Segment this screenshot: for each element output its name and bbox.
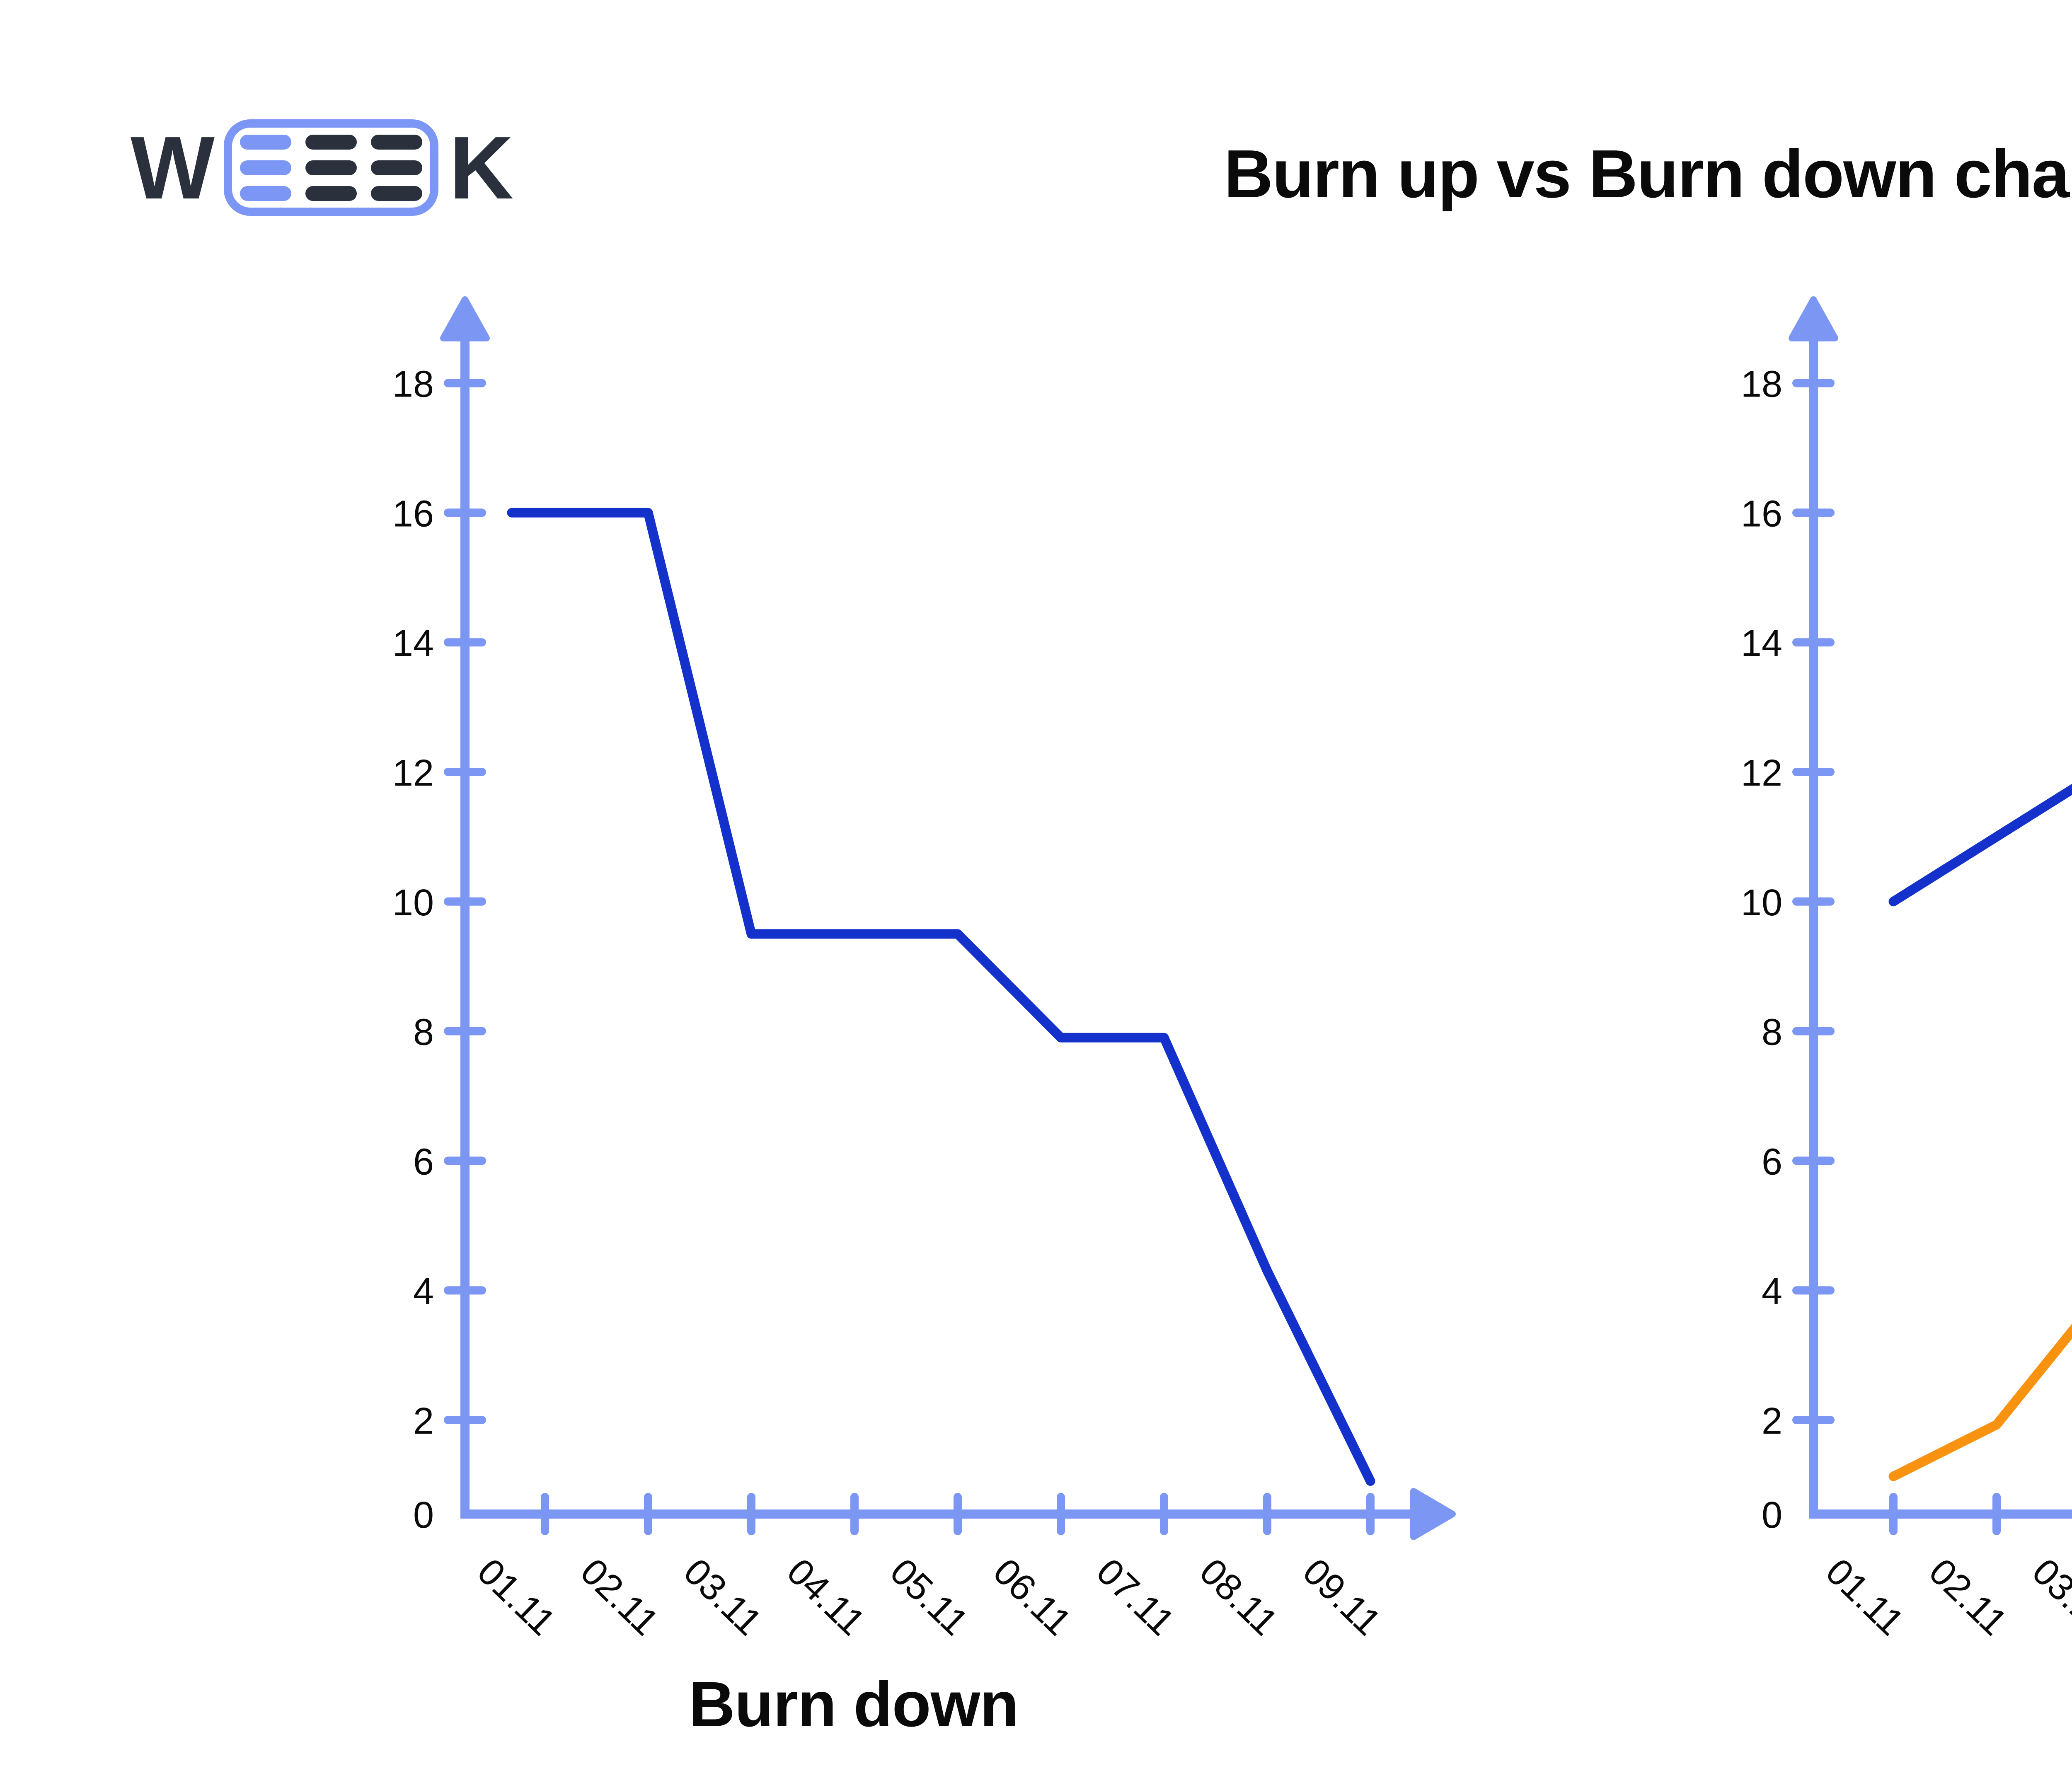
chart-burn-down: 0 2 4 6 8 10 12 14 16 18 01.11 02.11 03.11 04.11 05.11… [392, 296, 1456, 1643]
burn-down-y-tick-label-12: 12 [392, 752, 434, 794]
burn-down-y-tick-label-18: 18 [392, 364, 434, 405]
burn-down-x-axis-arrowhead-icon [1410, 1488, 1456, 1540]
burn-down-x-tick-label-01.11: 01.11 [470, 1551, 564, 1643]
burn-down-x-tick-label-03.11: 03.11 [676, 1551, 770, 1643]
logo-grid-pill [240, 160, 291, 175]
chart-caption-burn-down: Burn down [689, 1669, 1019, 1740]
burn-down-x-tick-label-08.11: 08.11 [1192, 1551, 1286, 1643]
burn-up-y-tick-label-18: 18 [1741, 364, 1782, 405]
burn-down-y-tick-label-0: 0 [413, 1495, 434, 1536]
page-title: Burn up vs Burn down chart [1224, 136, 2072, 212]
logo-grid-pill [305, 134, 357, 150]
burn-up-x-tick-label-01.11: 01.11 [1818, 1551, 1912, 1643]
burn-up-y-tick-label-6: 6 [1762, 1141, 1782, 1183]
burn-down-x-tick-label-06.11: 06.11 [985, 1551, 1080, 1643]
burn-up-y-tick-label-16: 16 [1741, 493, 1782, 535]
burn-down-y-tick-label-16: 16 [392, 493, 434, 535]
logo-grid-pill [370, 160, 422, 175]
burn-up-y-tick-label-4: 4 [1762, 1271, 1782, 1312]
burn-up-y-tick-label-10: 10 [1741, 882, 1782, 924]
logo-grid-pill [240, 134, 291, 150]
burn-up-x-tick-label-03.11: 03.11 [2024, 1551, 2072, 1643]
burn-down-y-tick-label-14: 14 [392, 623, 434, 664]
logo-grid-pill [305, 186, 357, 201]
burn-up-y-tick-label-12: 12 [1741, 752, 1782, 794]
burn-down-y-tick-label-2: 2 [413, 1401, 434, 1442]
burn-down-x-tick-label-09.11: 09.11 [1295, 1551, 1389, 1643]
burn-down-y-axis-arrowhead-icon [440, 296, 490, 341]
burn-down-y-tick-label-6: 6 [413, 1141, 434, 1183]
logo-grid-row [232, 186, 430, 201]
burn-up-y-axis-arrowhead-icon [1789, 296, 1838, 341]
chart-burn-up: 02468101214161801.1102.1103.1104.1105.11… [1741, 296, 2072, 1643]
burn-down-x-tick-label-04.11: 04.11 [779, 1551, 873, 1643]
logo-grid-pill [370, 134, 422, 150]
logo-grid-pill [370, 186, 422, 201]
logo-grid-row [232, 160, 430, 175]
burn-up-series-line-ideal [1888, 1323, 2072, 1481]
burn-down-series-line-remain [507, 508, 1375, 1486]
burn-up-y-tick-label-8: 8 [1762, 1012, 1782, 1053]
burn-down-y-tick-label-10: 10 [392, 882, 434, 924]
burn-down-x-tick-label-07.11: 07.11 [1089, 1551, 1183, 1643]
logo-grid-pill [240, 186, 291, 201]
burn-up-y-tick-label-2: 2 [1762, 1401, 1782, 1442]
burn-up-x-tick-label-02.11: 02.11 [1921, 1551, 2015, 1643]
burn-down-y-tick-label-8: 8 [413, 1012, 434, 1053]
weeek-logo: W K [131, 118, 513, 218]
logo-letter-w: W [131, 118, 215, 218]
logo-calendar-grid-icon [223, 119, 438, 216]
burn-down-x-tick-label-02.11: 02.11 [573, 1551, 667, 1643]
burn-down-x-tick-label-05.11: 05.11 [882, 1551, 976, 1643]
burn-up-series-line-remain [1888, 784, 2072, 907]
logo-grid-row [232, 134, 430, 150]
logo-letter-k: K [449, 118, 513, 218]
burn-up-y-tick-label-0: 0 [1762, 1495, 1782, 1536]
logo-grid-pill [305, 160, 357, 175]
burn-down-y-tick-label-4: 4 [413, 1271, 434, 1312]
burn-up-y-tick-label-14: 14 [1741, 623, 1782, 664]
